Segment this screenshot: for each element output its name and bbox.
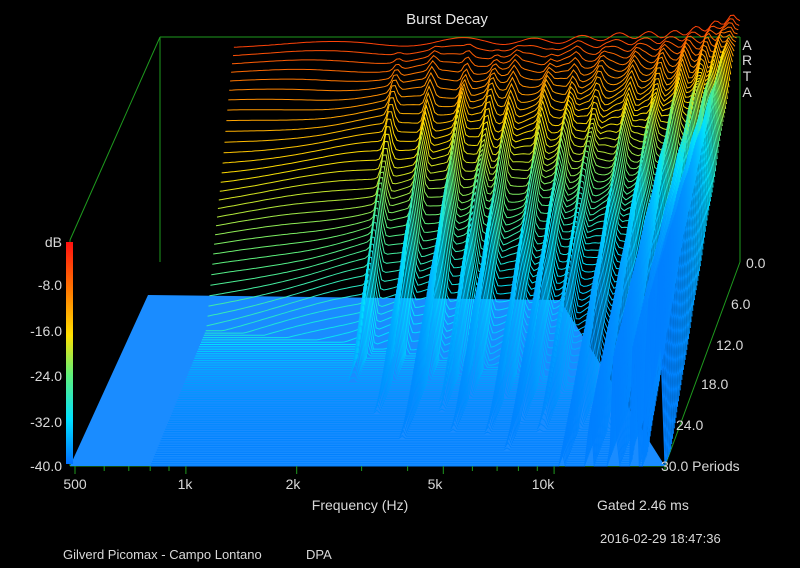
z-tick-label: -40.0 (30, 458, 62, 474)
decay-slice-line (222, 49, 731, 164)
decay-slice-line (156, 248, 672, 451)
decay-slice-line (153, 259, 668, 460)
decay-slice-line (232, 18, 740, 57)
decay-slice-line (152, 261, 668, 462)
z-tick-label: -8.0 (38, 277, 62, 293)
decay-slice-line (231, 22, 739, 65)
decay-slice-line (218, 60, 727, 201)
brand-letters: A R T A (742, 37, 752, 100)
brand-letter: R (742, 52, 752, 68)
brand-letter: T (743, 68, 752, 84)
decay-slice-line (220, 54, 729, 183)
waterfall-slices (150, 14, 741, 467)
decay-slice-line (215, 72, 725, 227)
z-tick-label: -24.0 (30, 368, 62, 384)
z-tick-labels: -8.0 -16.0 -24.0 -32.0 -40.0 (30, 277, 62, 474)
decay-slice-line (221, 51, 730, 174)
x-tick-label: 10k (532, 476, 556, 492)
colorbar (66, 242, 73, 464)
footer-measurement-name: Gilverd Picomax - Campo Lontano (63, 547, 262, 562)
decay-slice-line (233, 14, 741, 48)
brand-letter: A (742, 84, 752, 100)
x-tick-label: 500 (63, 476, 87, 492)
footer-mic-name: DPA (306, 547, 332, 562)
x-tick-marks (74, 466, 666, 474)
depth-tick-label: 6.0 (731, 296, 751, 312)
decay-slice-line (229, 33, 737, 92)
decay-slice-line (213, 81, 722, 255)
z-tick-label: -16.0 (30, 323, 62, 339)
decay-slice-line (228, 35, 736, 101)
decay-slice-line (210, 88, 720, 286)
frame-diagonal (69, 36, 161, 241)
decay-slice-line (224, 44, 733, 143)
timestamp: 2016-02-29 18:47:36 (600, 531, 721, 546)
decay-slice-line (212, 84, 722, 265)
decay-slice-line (219, 57, 728, 192)
brand-letter: A (742, 37, 752, 53)
decay-slice-line (215, 75, 724, 236)
decay-slice-line (230, 30, 737, 82)
decay-slice-line (154, 253, 670, 457)
x-tick-label: 2k (286, 476, 302, 492)
decay-slice-line (217, 64, 727, 209)
depth-tick-labels: 0.0 6.0 12.0 18.0 24.0 30.0 Periods (661, 255, 766, 474)
depth-tick-label: 18.0 (701, 376, 728, 392)
decay-slice-line (211, 86, 721, 276)
decay-slice-line (225, 42, 733, 132)
z-tick-label: -32.0 (30, 414, 62, 430)
depth-tick-label: 30.0 Periods (661, 458, 740, 474)
decay-slice-line (226, 41, 734, 122)
decay-slice-line (216, 68, 726, 218)
gating-info: Gated 2.46 ms (597, 497, 689, 513)
x-axis-label: Frequency (Hz) (312, 497, 408, 513)
x-tick-labels: 500 1k 2k 5k 10k (63, 476, 555, 492)
x-tick-label: 1k (178, 476, 194, 492)
decay-slice-line (153, 256, 669, 458)
decay-slice-line (155, 250, 671, 453)
decay-slice-line (151, 264, 667, 465)
decay-slice-line (227, 38, 735, 111)
frame-depth-axis (664, 261, 741, 467)
x-tick-label: 5k (428, 476, 444, 492)
depth-tick-label: 0.0 (746, 255, 766, 271)
decay-slice-line (214, 79, 723, 245)
decay-slice-line (157, 245, 673, 449)
decay-slice-line (223, 47, 732, 154)
depth-tick-label: 12.0 (716, 337, 743, 353)
z-axis-label: dB (45, 234, 62, 250)
decay-slice-line (231, 26, 738, 73)
depth-tick-label: 24.0 (676, 417, 703, 433)
chart-title: Burst Decay (406, 11, 488, 28)
